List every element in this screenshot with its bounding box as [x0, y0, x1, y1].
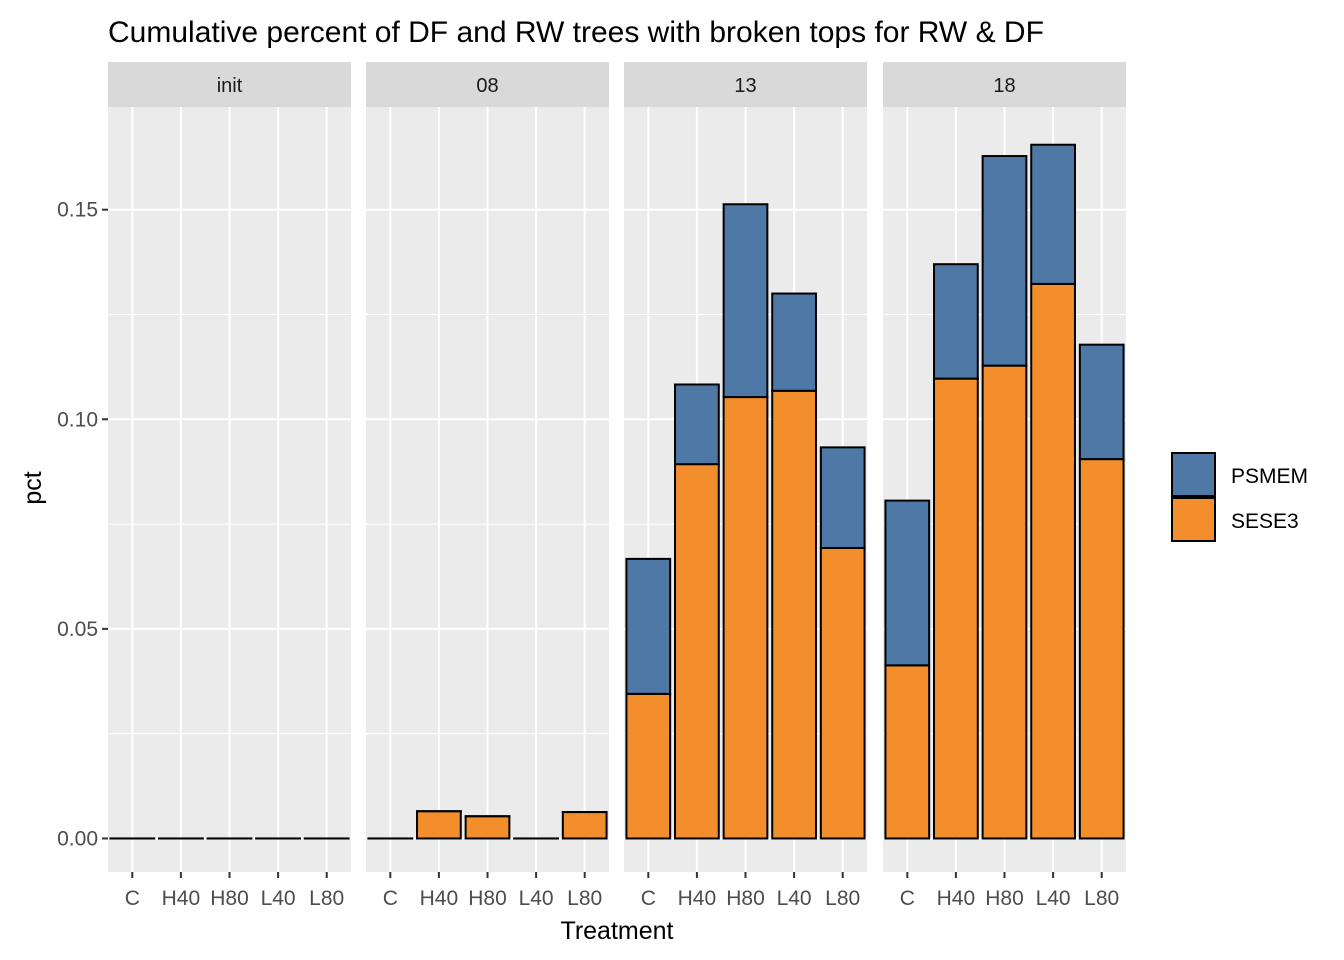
bar-sese3-h80	[464, 815, 511, 840]
x-tick-label: H40	[420, 887, 459, 910]
bar-sese3-h80	[981, 364, 1028, 840]
x-tick-label: H40	[162, 887, 201, 910]
bar-psmem-h40	[933, 263, 979, 380]
y-tick-label: 0.05	[57, 618, 98, 641]
facet-strip	[883, 62, 1126, 107]
bar-psmem-h80	[722, 203, 769, 399]
y-axis: 0.00 0.05 0.10 0.15	[57, 199, 108, 850]
legend-label: PSMEM	[1231, 465, 1308, 488]
legend-label: SESE3	[1231, 510, 1299, 533]
legend: PSMEM SESE3	[1171, 452, 1308, 542]
x-tick-label: C	[900, 887, 915, 910]
x-tick-label: L40	[777, 887, 812, 910]
x-tick-label: L40	[261, 887, 296, 910]
bar-psmem-l40	[1030, 143, 1076, 285]
y-axis-title: pct	[19, 471, 47, 504]
bar-sese3-l40	[771, 389, 817, 840]
x-tick-label: H40	[678, 887, 717, 910]
bar-sese3-c	[884, 664, 931, 840]
bar-sese3-l80	[1078, 458, 1125, 840]
x-tick-label: H80	[210, 887, 249, 910]
x-tick-label: H80	[726, 887, 765, 910]
x-tick-label: L80	[567, 887, 602, 910]
chart-title: Cumulative percent of DF and RW trees wi…	[108, 16, 1044, 49]
y-tick-label: 0.15	[57, 199, 98, 222]
bar-psmem-l80	[819, 446, 866, 549]
facet-strip	[624, 62, 867, 107]
bar-psmem-l80	[1078, 343, 1125, 461]
facet-strip-label: 08	[476, 75, 498, 97]
x-tick-label: C	[125, 887, 140, 910]
facet-panel: init C H40 H80 L40 L80	[108, 62, 351, 910]
facet-panels: init C H40 H80 L40 L80 08 C H40 H80 L40 L80 13 C H40 H8…	[108, 62, 1126, 910]
x-tick-label: L80	[825, 887, 860, 910]
facet-panel: 18 C H40 H80 L40 L80	[883, 62, 1126, 910]
bar-sese3-h80	[722, 396, 769, 840]
x-tick-label: C	[383, 887, 398, 910]
y-tick-label: 0.00	[57, 827, 98, 850]
legend-key-psmem	[1171, 452, 1216, 497]
bar-sese3-h40	[933, 377, 979, 840]
x-tick-label: L80	[1084, 887, 1119, 910]
bar-psmem-c	[625, 557, 672, 695]
x-tick-label: H40	[937, 887, 976, 910]
legend-key-sese3	[1171, 497, 1216, 542]
x-axis-title: Treatment	[560, 917, 673, 945]
bar-sese3-l40	[1030, 282, 1076, 840]
bar-psmem-c	[884, 499, 931, 667]
facet-strip-label: init	[217, 75, 243, 97]
x-tick-label: H80	[468, 887, 507, 910]
facet-strip-label: 18	[993, 75, 1015, 97]
facet-panel: 13 C H40 H80 L40 L80	[624, 62, 867, 910]
x-tick-label: C	[641, 887, 656, 910]
facet-strip	[366, 62, 609, 107]
facet-panel: 08 C H40 H80 L40 L80	[366, 62, 609, 910]
x-tick-label: H80	[985, 887, 1024, 910]
y-tick-label: 0.10	[57, 408, 98, 431]
x-tick-label: L80	[309, 887, 344, 910]
facet-strip-label: 13	[734, 75, 756, 97]
bar-sese3-l80	[819, 546, 866, 840]
x-tick-label: L40	[519, 887, 554, 910]
facet-strip	[108, 62, 351, 107]
bar-sese3-h40	[416, 810, 462, 840]
bar-sese3-h40	[674, 463, 720, 840]
bar-sese3-l80	[561, 811, 608, 840]
x-tick-label: L40	[1036, 887, 1071, 910]
bar-sese3-c	[625, 692, 672, 840]
bar-psmem-l40	[771, 292, 817, 392]
bar-psmem-h40	[674, 383, 720, 466]
bar-psmem-h80	[981, 155, 1028, 367]
